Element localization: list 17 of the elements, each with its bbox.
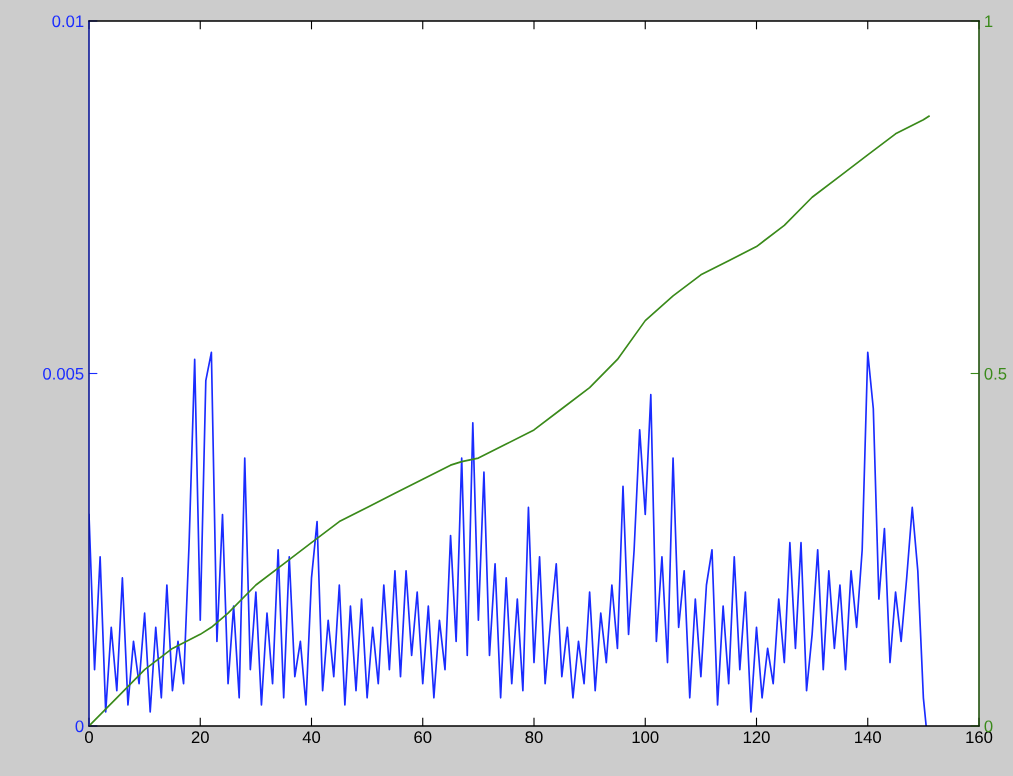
line-series [89, 115, 930, 726]
y-tick-label: 0.01 [52, 15, 84, 28]
x-tick-label: 160 [966, 731, 993, 744]
y2-tick-label: 1 [985, 15, 993, 28]
x-tick-label: 100 [632, 731, 659, 744]
line-series [89, 351, 927, 726]
x-tick-label: 0 [85, 731, 93, 744]
x-tick-label: 40 [302, 731, 321, 744]
x-tick-label: 140 [855, 731, 881, 744]
x-tick-label: 20 [191, 731, 209, 744]
y-tick-label: 0.005 [43, 367, 84, 380]
y2-tick-label: 0.5 [984, 367, 1007, 380]
x-tick-label: 60 [414, 731, 432, 744]
x-tick-label: 80 [525, 731, 543, 744]
y-tick-label: 0 [75, 720, 84, 733]
x-tick-label: 120 [743, 731, 770, 744]
y2-tick-label: 0 [984, 720, 993, 733]
